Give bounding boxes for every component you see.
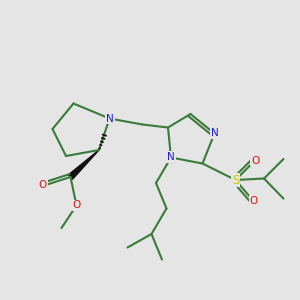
Text: O: O xyxy=(39,180,47,190)
Text: N: N xyxy=(167,152,175,162)
Text: O: O xyxy=(249,196,258,206)
Polygon shape xyxy=(68,150,99,179)
Text: O: O xyxy=(251,155,259,166)
Text: O: O xyxy=(72,200,81,211)
Text: N: N xyxy=(106,113,114,124)
Text: N: N xyxy=(211,128,218,139)
Text: S: S xyxy=(232,173,239,187)
